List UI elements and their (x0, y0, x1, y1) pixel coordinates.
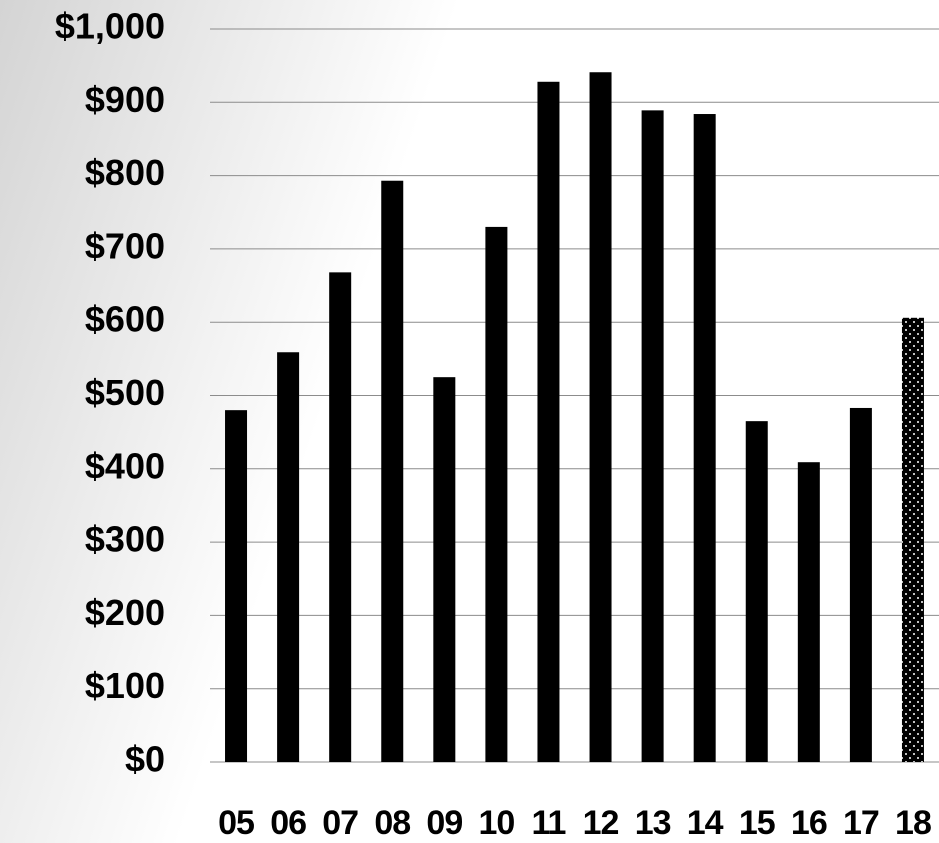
bar (433, 377, 456, 762)
bar (745, 421, 768, 762)
y-tick-label: $800 (85, 152, 165, 193)
x-tick-label: 16 (791, 804, 827, 842)
x-tick-label: 18 (895, 804, 931, 842)
bar (901, 317, 924, 762)
x-tick-label: 07 (322, 804, 358, 842)
bar (589, 72, 612, 762)
y-tick-label: $1,000 (55, 6, 165, 47)
bar (381, 180, 404, 762)
y-tick-label: $0 (125, 739, 165, 780)
bar (693, 114, 716, 762)
bar (485, 226, 508, 762)
y-tick-label: $300 (85, 519, 165, 560)
y-tick-label: $500 (85, 372, 165, 413)
x-tick-label: 17 (843, 804, 879, 842)
x-tick-label: 09 (426, 804, 462, 842)
y-tick-label: $600 (85, 299, 165, 340)
x-tick-label: 15 (739, 804, 775, 842)
bar (537, 81, 560, 762)
x-tick-label: 14 (687, 804, 724, 842)
bar (225, 410, 248, 762)
x-tick-label: 08 (374, 804, 410, 842)
x-tick-label: 10 (478, 804, 514, 842)
x-tick-label: 06 (270, 804, 306, 842)
bar (849, 407, 872, 762)
bar (641, 110, 664, 763)
y-tick-label: $100 (85, 665, 165, 706)
y-tick-label: $700 (85, 225, 165, 266)
y-tick-label: $400 (85, 445, 165, 486)
x-tick-label: 12 (583, 804, 619, 842)
x-tick-label: 13 (635, 804, 671, 842)
x-tick-label: 05 (218, 804, 254, 842)
y-tick-label: $900 (85, 79, 165, 120)
bar (797, 462, 820, 762)
bar (329, 272, 352, 762)
x-tick-label: 11 (531, 804, 565, 842)
bar (277, 352, 300, 762)
y-tick-label: $200 (85, 592, 165, 633)
